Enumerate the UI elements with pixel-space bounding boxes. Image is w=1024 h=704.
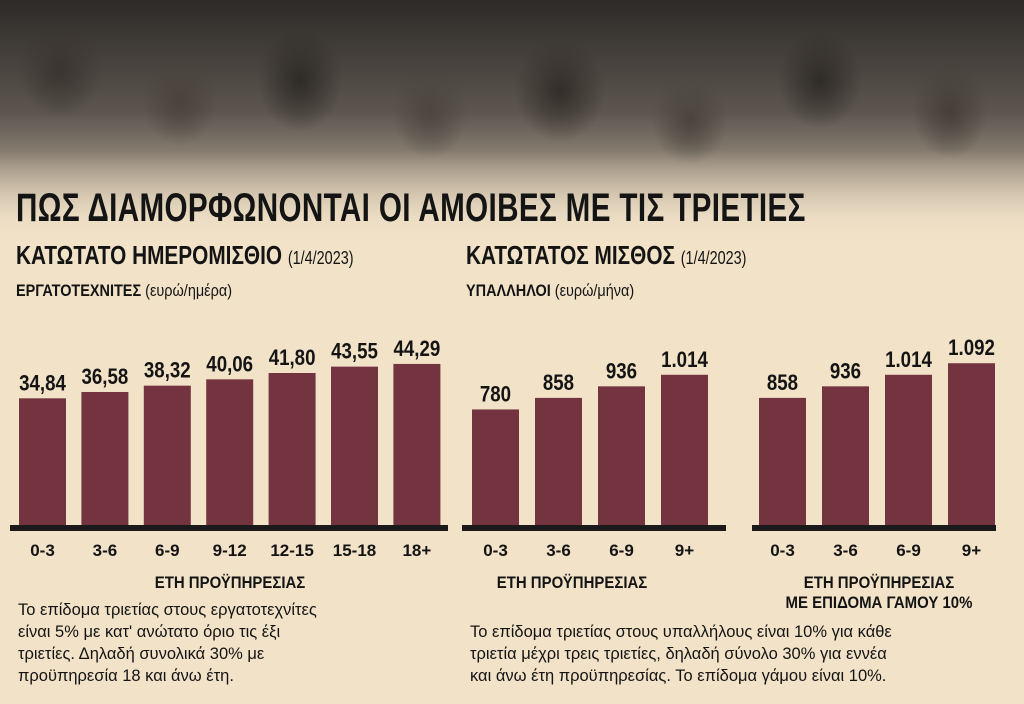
category-label: 9-12	[213, 541, 247, 560]
right-note-line: Το επίδομα τριετίας στους υπαλλήλους είν…	[470, 623, 892, 641]
left-note-line: Το επίδομα τριετίας στους εργατοτεχνίτες	[18, 601, 317, 619]
category-label: 18+	[402, 541, 431, 560]
left-section-title: ΚΑΤΩΤΑΤΟ ΗΜΕΡΟΜΙΣΘΙΟ (1/4/2023)	[16, 240, 354, 271]
right-axis-title-b: ΕΤΗ ΠΡΟΫΠΗΡΕΣΙΑΣ ΜΕ ΕΠΙΔΟΜΑ ΓΑΜΟΥ 10%	[767, 573, 991, 613]
bar-3-6	[81, 391, 129, 525]
value-label: 936	[606, 360, 637, 384]
category-label: 3-6	[93, 541, 118, 560]
bar-9+	[661, 374, 708, 525]
salary-marriage-chart: 858 0-3 936 3-6 1.014 6-9 1.092 9+	[752, 337, 996, 560]
value-label: 936	[830, 360, 861, 384]
right-axis-title-b-line1: ΕΤΗ ΠΡΟΫΠΗΡΕΣΙΑΣ	[803, 573, 955, 592]
left-note-line: τριετίες. Δηλαδή συνολικά 30% με	[18, 645, 265, 663]
value-label: 43,55	[331, 340, 378, 364]
value-label: 1.014	[885, 348, 932, 372]
right-section-title: ΚΑΤΩΤΑΤΟΣ ΜΙΣΘΟΣ (1/4/2023)	[466, 240, 746, 271]
right-subtitle-unit: (ευρώ/μήνα)	[554, 281, 635, 300]
right-subtitle-text: ΥΠΑΛΛΗΛΟΙ	[466, 281, 551, 300]
value-label: 858	[767, 372, 798, 396]
right-note: Το επίδομα τριετίας στους υπαλλήλους είν…	[470, 621, 892, 687]
category-label: 3-6	[833, 541, 858, 560]
left-title-date: (1/4/2023)	[287, 248, 354, 268]
category-label: 3-6	[546, 541, 571, 560]
category-label: 0-3	[483, 541, 508, 560]
category-label: 12-15	[270, 541, 313, 560]
bar-6-9	[143, 385, 191, 525]
value-label: 34,84	[19, 372, 66, 396]
right-title-text: ΚΑΤΩΤΑΤΟΣ ΜΙΣΘΟΣ	[466, 240, 675, 270]
bar-18+	[393, 363, 441, 525]
value-label: 38,32	[144, 359, 191, 383]
photo-fade	[0, 150, 1024, 250]
value-label: 858	[543, 372, 574, 396]
salary-chart: 780 0-3 858 3-6 936 6-9 1.014 9+	[462, 348, 726, 560]
bar-3-6	[535, 397, 582, 525]
bar-15-18	[331, 366, 378, 525]
value-label: 44,29	[394, 338, 441, 362]
value-label: 780	[480, 383, 511, 407]
value-label: 1.092	[948, 337, 995, 361]
bar-0-3	[19, 398, 66, 525]
bar-9+	[948, 363, 995, 525]
daily-wage-chart: 34,84 0-3 36,58 3-6 38,32 6-9 40,06 9-12 41,80 12…	[10, 338, 448, 560]
left-note-line: είναι 5% με κατ' ανώτατο όριο τις έξι	[18, 623, 281, 641]
category-label: 0-3	[770, 541, 795, 560]
right-axis-title-a: ΕΤΗ ΠΡΟΫΠΗΡΕΣΙΑΣ	[496, 573, 648, 592]
category-label: 9+	[675, 541, 694, 560]
value-label: 1.014	[661, 348, 708, 372]
bar-12-15	[268, 373, 316, 525]
category-label: 6-9	[896, 541, 921, 560]
left-axis-title: ΕΤΗ ΠΡΟΫΠΗΡΕΣΙΑΣ	[154, 573, 306, 592]
left-subtitle-text: ΕΡΓΑΤΟΤΕΧΝΙΤΕΣ	[16, 281, 142, 300]
bar-0-3	[472, 409, 519, 525]
bar-9-12	[206, 379, 254, 525]
left-title-text: ΚΑΤΩΤΑΤΟ ΗΜΕΡΟΜΙΣΘΙΟ	[16, 240, 283, 270]
bar-6-9	[885, 374, 932, 525]
left-note-line: προϋπηρεσία 18 και άνω έτη.	[18, 667, 234, 685]
category-label: 6-9	[609, 541, 634, 560]
right-title-date: (1/4/2023)	[680, 248, 747, 268]
left-subtitle-unit: (ευρώ/ημέρα)	[145, 281, 233, 300]
bar-3-6	[822, 386, 869, 525]
category-label: 15-18	[333, 541, 376, 560]
left-subtitle: ΕΡΓΑΤΟΤΕΧΝΙΤΕΣ (ευρώ/ημέρα)	[16, 281, 232, 301]
category-label: 9+	[962, 541, 981, 560]
bar-0-3	[759, 397, 806, 525]
right-axis-title-b-line2: ΜΕ ΕΠΙΔΟΜΑ ΓΑΜΟΥ 10%	[785, 593, 973, 612]
right-note-line: και άνω έτη προϋπηρεσίας. Το επίδομα γάμ…	[470, 667, 887, 685]
category-label: 0-3	[30, 541, 55, 560]
right-note-line: τριετία μέχρι τρεις τριετίες, δηλαδή σύν…	[470, 645, 887, 663]
value-label: 41,80	[269, 347, 316, 371]
page-title: ΠΩΣ ΔΙΑΜΟΡΦΩΝΟΝΤΑΙ ΟΙ ΑΜΟΙΒΕΣ ΜΕ ΤΙΣ ΤΡΙ…	[16, 186, 806, 230]
category-label: 6-9	[155, 541, 180, 560]
bar-6-9	[598, 386, 645, 525]
left-note: Το επίδομα τριετίας στους εργατοτεχνίτες…	[18, 599, 317, 687]
value-label: 40,06	[206, 353, 253, 377]
value-label: 36,58	[82, 366, 129, 390]
right-subtitle: ΥΠΑΛΛΗΛΟΙ (ευρώ/μήνα)	[466, 281, 634, 301]
